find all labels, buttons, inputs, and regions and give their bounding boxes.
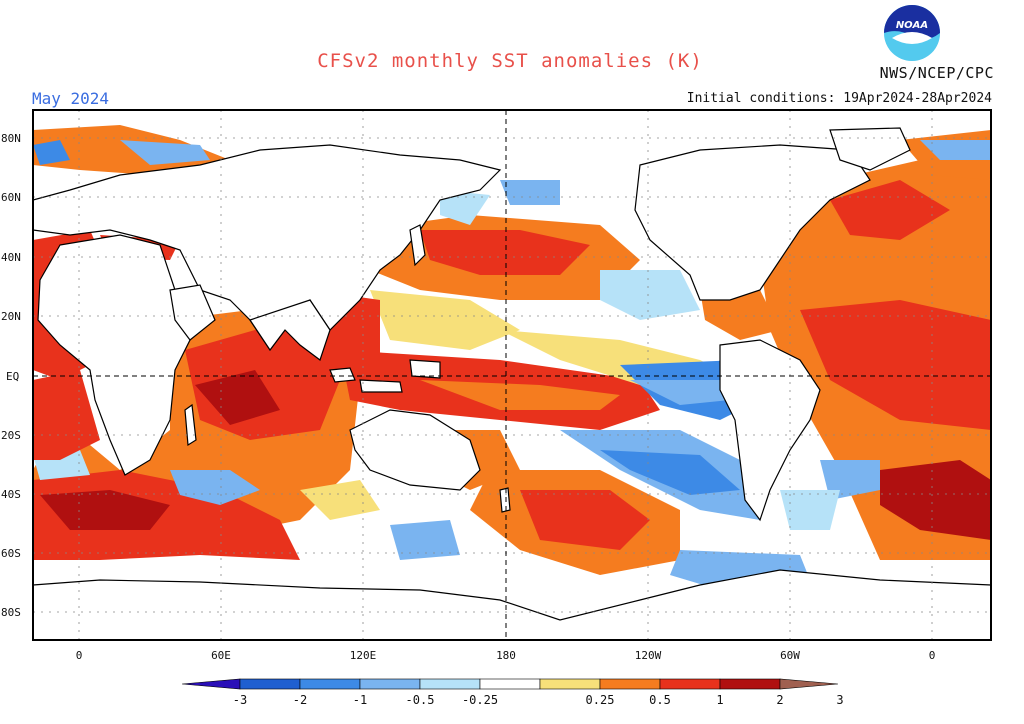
colorbar-swatch bbox=[719, 678, 781, 690]
lat-label: 60S bbox=[1, 547, 21, 560]
lat-label: 40S bbox=[1, 488, 21, 501]
graticule bbox=[33, 110, 991, 640]
colorbar-swatch bbox=[239, 678, 301, 690]
colorbar-tick-label: 0.5 bbox=[649, 693, 671, 707]
colorbar-tick-label: -1 bbox=[353, 693, 367, 707]
colorbar-swatch bbox=[359, 678, 421, 690]
lon-label: 120W bbox=[635, 649, 662, 662]
colorbar-swatch bbox=[659, 678, 721, 690]
noaa-logo: NOAA bbox=[878, 4, 946, 62]
lon-label: 60W bbox=[780, 649, 800, 662]
colorbar-swatch bbox=[599, 678, 661, 690]
lat-label: 20N bbox=[1, 310, 21, 323]
colorbar-tick-label: -0.5 bbox=[406, 693, 435, 707]
lon-label: 120E bbox=[350, 649, 377, 662]
colorbar-tick-label: 2 bbox=[776, 693, 783, 707]
lat-label: EQ bbox=[6, 370, 19, 383]
lat-labels: 80N 60N 40N 20N EQ 20S 40S 60S 80S bbox=[1, 132, 21, 619]
map-title: CFSv2 monthly SST anomalies (K) bbox=[317, 50, 703, 72]
land-masses bbox=[33, 127, 991, 640]
map-frame bbox=[32, 109, 992, 641]
lon-labels: 0 60E 120E 180 120W 60W 0 bbox=[76, 649, 936, 662]
lon-label: 180 bbox=[496, 649, 516, 662]
lat-label: 40N bbox=[1, 251, 21, 264]
lat-label: 20S bbox=[1, 429, 21, 442]
colorbar-tick-label: -3 bbox=[233, 693, 247, 707]
colorbar-arrow-low bbox=[181, 678, 241, 690]
svg-text:NOAA: NOAA bbox=[896, 20, 928, 31]
colorbar: -3 -2 -1 -0.5 -0.25 0.25 0.5 1 2 3 bbox=[181, 678, 844, 707]
colorbar-arrow-high bbox=[779, 678, 839, 690]
agency-label: NWS/NCEP/CPC bbox=[879, 64, 994, 82]
colorbar-swatch bbox=[419, 678, 481, 690]
initial-conditions: Initial conditions: 19Apr2024-28Apr2024 bbox=[686, 91, 992, 106]
colorbar-tick-label: 3 bbox=[836, 693, 843, 707]
lon-label: 0 bbox=[929, 649, 936, 662]
colorbar-tick-label: -0.25 bbox=[462, 693, 498, 707]
lon-label: 60E bbox=[211, 649, 231, 662]
lon-label: 0 bbox=[76, 649, 83, 662]
colorbar-tick-label: -2 bbox=[293, 693, 307, 707]
colorbar-swatch bbox=[539, 678, 601, 690]
colorbar-swatch bbox=[299, 678, 361, 690]
colorbar-tick-label: 0.25 bbox=[586, 693, 615, 707]
lat-label: 60N bbox=[1, 191, 21, 204]
colorbar-tick-label: 1 bbox=[716, 693, 723, 707]
colorbar-swatch bbox=[479, 678, 541, 690]
lat-label: 80S bbox=[1, 606, 21, 619]
lat-label: 80N bbox=[1, 132, 21, 145]
forecast-month: May 2024 bbox=[32, 89, 110, 108]
